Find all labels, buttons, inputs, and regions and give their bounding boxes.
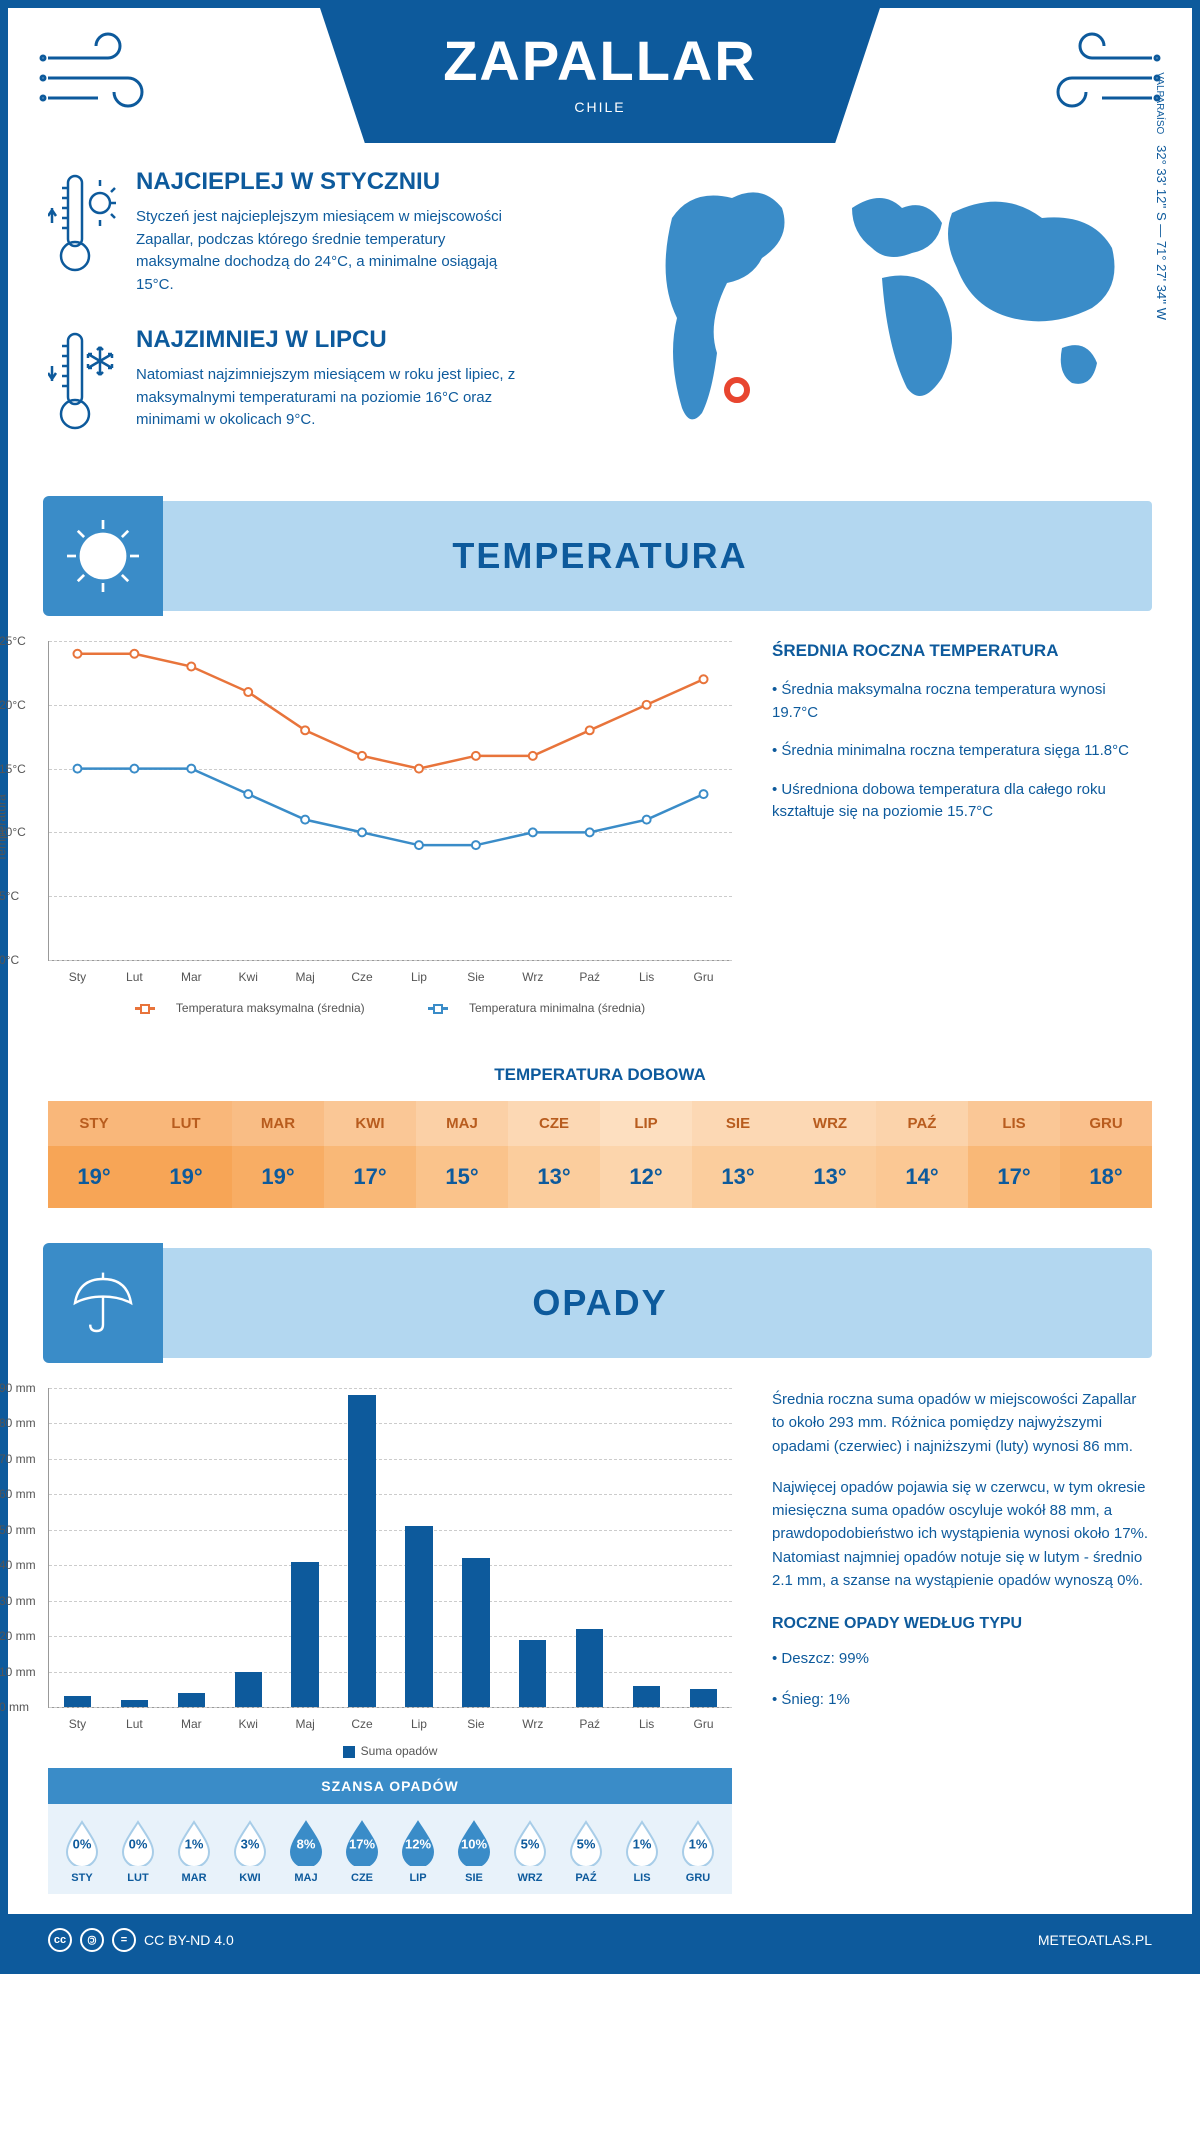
sun-icon	[43, 496, 163, 616]
temperature-chart: Temperatura 0°C5°C10°C15°C20°C25°CStyLut…	[48, 641, 732, 1015]
license: cc 🄯 = CC BY-ND 4.0	[48, 1928, 234, 1952]
nd-icon: =	[112, 1928, 136, 1952]
table-col: STY19°	[48, 1101, 140, 1208]
table-col: LUT19°	[140, 1101, 232, 1208]
chance-cell: 12%LIP	[390, 1818, 446, 1884]
table-col: MAR19°	[232, 1101, 324, 1208]
precipitation-body: Opady 0 mm10 mm20 mm30 mm40 mm50 mm60 mm…	[8, 1358, 1192, 1914]
header: ZAPALLAR CHILE	[8, 8, 1192, 168]
precipitation-chart: Opady 0 mm10 mm20 mm30 mm40 mm50 mm60 mm…	[48, 1388, 732, 1894]
intro-section: NAJCIEPLEJ W STYCZNIU Styczeń jest najci…	[8, 168, 1192, 501]
temperature-body: Temperatura 0°C5°C10°C15°C20°C25°CStyLut…	[8, 611, 1192, 1045]
table-col: CZE13°	[508, 1101, 600, 1208]
facts-column: NAJCIEPLEJ W STYCZNIU Styczeń jest najci…	[48, 168, 602, 471]
chance-cell: 3%KWI	[222, 1818, 278, 1884]
infographic-page: ZAPALLAR CHILE NAJCIEPLEJ W STYCZNIU Sty…	[0, 0, 1200, 1974]
daily-temp-table: STY19°LUT19°MAR19°KWI17°MAJ15°CZE13°LIP1…	[48, 1101, 1152, 1208]
chance-cell: 0%LUT	[110, 1818, 166, 1884]
fact-title: NAJCIEPLEJ W STYCZNIU	[136, 168, 516, 196]
chance-cell: 5%PAŹ	[558, 1818, 614, 1884]
table-col: LIP12°	[600, 1101, 692, 1208]
world-map-icon	[632, 168, 1152, 448]
wind-icon	[38, 28, 158, 123]
chance-cell: 8%MAJ	[278, 1818, 334, 1884]
footer: cc 🄯 = CC BY-ND 4.0 METEOATLAS.PL	[8, 1914, 1192, 1966]
table-col: WRZ13°	[784, 1101, 876, 1208]
site-name: METEOATLAS.PL	[1038, 1932, 1152, 1948]
fact-text: Natomiast najzimniejszym miesiącem w rok…	[136, 364, 516, 432]
precipitation-header: OPADY	[48, 1248, 1152, 1358]
city-name: ZAPALLAR	[320, 28, 880, 93]
section-title: TEMPERATURA	[452, 535, 747, 577]
precipitation-summary: Średnia roczna suma opadów w miejscowośc…	[772, 1388, 1152, 1894]
temperature-header: TEMPERATURA	[48, 501, 1152, 611]
table-col: GRU18°	[1060, 1101, 1152, 1208]
table-col: MAJ15°	[416, 1101, 508, 1208]
table-col: LIS17°	[968, 1101, 1060, 1208]
cc-icon: cc	[48, 1928, 72, 1952]
chance-cell: 17%CZE	[334, 1818, 390, 1884]
thermometer-snow-icon	[48, 326, 118, 441]
chart-legend: Temperatura maksymalna (średnia) Tempera…	[48, 1001, 732, 1015]
chance-cell: 1%GRU	[670, 1818, 726, 1884]
country-name: CHILE	[320, 99, 880, 115]
chance-cell: 1%LIS	[614, 1818, 670, 1884]
warmest-fact: NAJCIEPLEJ W STYCZNIU Styczeń jest najci…	[48, 168, 602, 296]
chance-cell: 5%WRZ	[502, 1818, 558, 1884]
map-column: VALPARAÍSO 32° 33' 12'' S — 71° 27' 34''…	[632, 168, 1152, 471]
table-col: KWI17°	[324, 1101, 416, 1208]
fact-text: Styczeń jest najcieplejszym miesiącem w …	[136, 206, 516, 296]
bar-legend: Suma opadów	[48, 1744, 732, 1758]
table-col: SIE13°	[692, 1101, 784, 1208]
thermometer-sun-icon	[48, 168, 118, 296]
fact-title: NAJZIMNIEJ W LIPCU	[136, 326, 516, 354]
coldest-fact: NAJZIMNIEJ W LIPCU Natomiast najzimniejs…	[48, 326, 602, 441]
title-banner: ZAPALLAR CHILE	[320, 8, 880, 143]
chance-cell: 1%MAR	[166, 1818, 222, 1884]
wind-icon	[1042, 28, 1162, 123]
section-title: OPADY	[532, 1282, 667, 1324]
chance-cell: 10%SIE	[446, 1818, 502, 1884]
chance-cell: 0%STY	[54, 1818, 110, 1884]
coordinates: VALPARAÍSO 32° 33' 12'' S — 71° 27' 34''…	[1155, 72, 1170, 320]
table-col: PAŹ14°	[876, 1101, 968, 1208]
by-icon: 🄯	[80, 1928, 104, 1952]
chance-box: SZANSA OPADÓW 0%STY0%LUT1%MAR3%KWI8%MAJ1…	[48, 1768, 732, 1894]
temperature-summary: ŚREDNIA ROCZNA TEMPERATURA • Średnia mak…	[772, 641, 1152, 1015]
umbrella-icon	[43, 1243, 163, 1363]
daily-temp-title: TEMPERATURA DOBOWA	[8, 1065, 1192, 1085]
